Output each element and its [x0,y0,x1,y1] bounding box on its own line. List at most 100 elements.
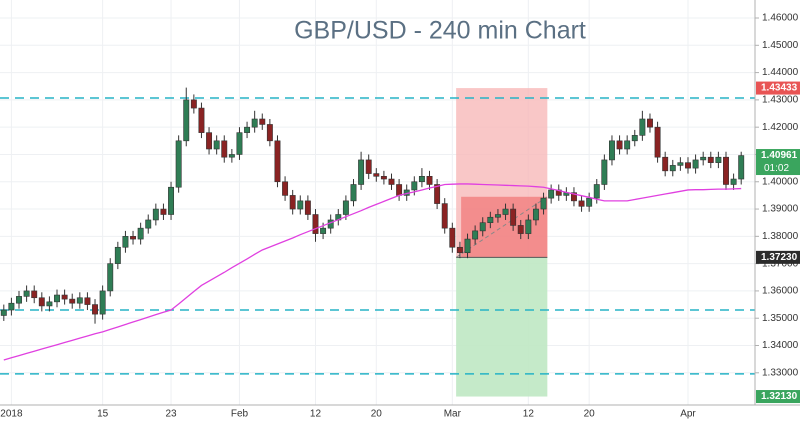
candle-body [198,107,205,133]
candle-body [69,298,76,304]
y-tick-label: 1.38000 [762,231,799,242]
candle-body [320,227,327,234]
candle-body [282,181,289,196]
candle-body [715,156,722,163]
chart-title: GBP/USD - 240 min Chart [294,17,586,45]
candle-body [639,118,646,136]
candle-body [647,118,653,128]
candle-body [304,200,311,215]
candle-body [145,219,152,229]
price-countdown: 01:02 [764,163,789,174]
candle-body [31,290,38,299]
candle-body [616,140,623,150]
candle-body [236,132,243,155]
price-label-box [756,250,800,264]
y-tick-label: 1.34000 [762,340,799,351]
moving-average-line [3,183,742,361]
candle-body [426,176,433,185]
candle-body [137,227,144,240]
candle-body [388,178,395,185]
y-tick-label: 1.39000 [762,204,799,215]
candle-body [259,118,266,125]
candle-body [510,208,517,226]
candle-body [251,118,258,128]
candle-body [730,178,737,185]
trade-line [455,196,548,258]
x-tick-label: Mar [444,409,462,420]
x-tick-label: 20 [584,409,596,420]
candle-body [578,200,585,207]
candle-body [46,301,53,307]
x-tick-label: 12 [523,409,535,420]
price-label: 1.43433 [761,83,798,94]
candle-body [540,197,547,210]
candle-body [548,189,555,199]
y-tick-label: 1.42000 [762,122,799,133]
candle-body [487,216,494,223]
candle-body [624,140,631,150]
candle-body [723,156,729,185]
candle-body [517,225,524,234]
candle-body [525,219,532,234]
y-tick-label: 1.36000 [762,286,799,297]
x-tick-label: Feb [231,409,249,420]
candle-body [84,297,91,305]
price-label: 1.37230 [761,252,798,263]
x-tick-label: 23 [165,409,177,420]
candle-body [502,208,509,215]
y-tick-label: 1.46000 [762,13,799,24]
candle-body [350,184,357,202]
candle-body [373,173,380,177]
candle-body [289,195,296,210]
candle-body [464,238,471,254]
candle-body [38,297,45,307]
candle-body [8,302,15,311]
candle-body [692,159,699,169]
target-zone [456,257,548,397]
candle-body [122,236,129,248]
candle-body [92,304,98,315]
price-label: 1.40961 [761,150,798,161]
candle-body [700,156,707,161]
candle-body [114,246,121,264]
candle-body [0,309,7,316]
price-label-box [756,149,800,176]
candle-body [297,200,304,210]
candle-body [175,140,182,188]
x-tick-label: 12 [310,409,322,420]
candle-body [609,140,615,161]
candle-body [396,184,403,196]
price-label-box [756,390,800,404]
candle-body [738,155,745,180]
candle-body [244,126,251,133]
price-label-box [756,81,800,95]
y-tick-label: 1.40000 [762,176,799,187]
candle-body [365,159,372,174]
candle-body [669,165,676,172]
candle-body [160,208,167,215]
x-tick-label: 20 [371,409,383,420]
x-tick-label: Apr [680,409,696,420]
candle-body [593,184,600,199]
candle-body [662,156,669,172]
candle-body [23,290,30,297]
candle-body [601,159,608,185]
candle-body [707,156,714,163]
candle-body [274,140,281,183]
candle-body [570,192,577,202]
candle-body [677,162,684,166]
candle-body [54,294,60,303]
x-tick-label: 2018 [0,409,23,420]
candle-body [654,126,661,158]
axes: 1.330001.340001.350001.360001.370001.380… [0,13,800,420]
candle-body [76,297,83,304]
y-tick-label: 1.33000 [762,367,799,378]
candle-body [16,296,22,304]
candle-body [266,124,273,142]
candle-body [685,162,691,169]
y-tick-label: 1.45000 [762,40,799,51]
x-tick-label: 15 [97,409,109,420]
candle-body [532,208,539,221]
candle-body [441,203,448,229]
